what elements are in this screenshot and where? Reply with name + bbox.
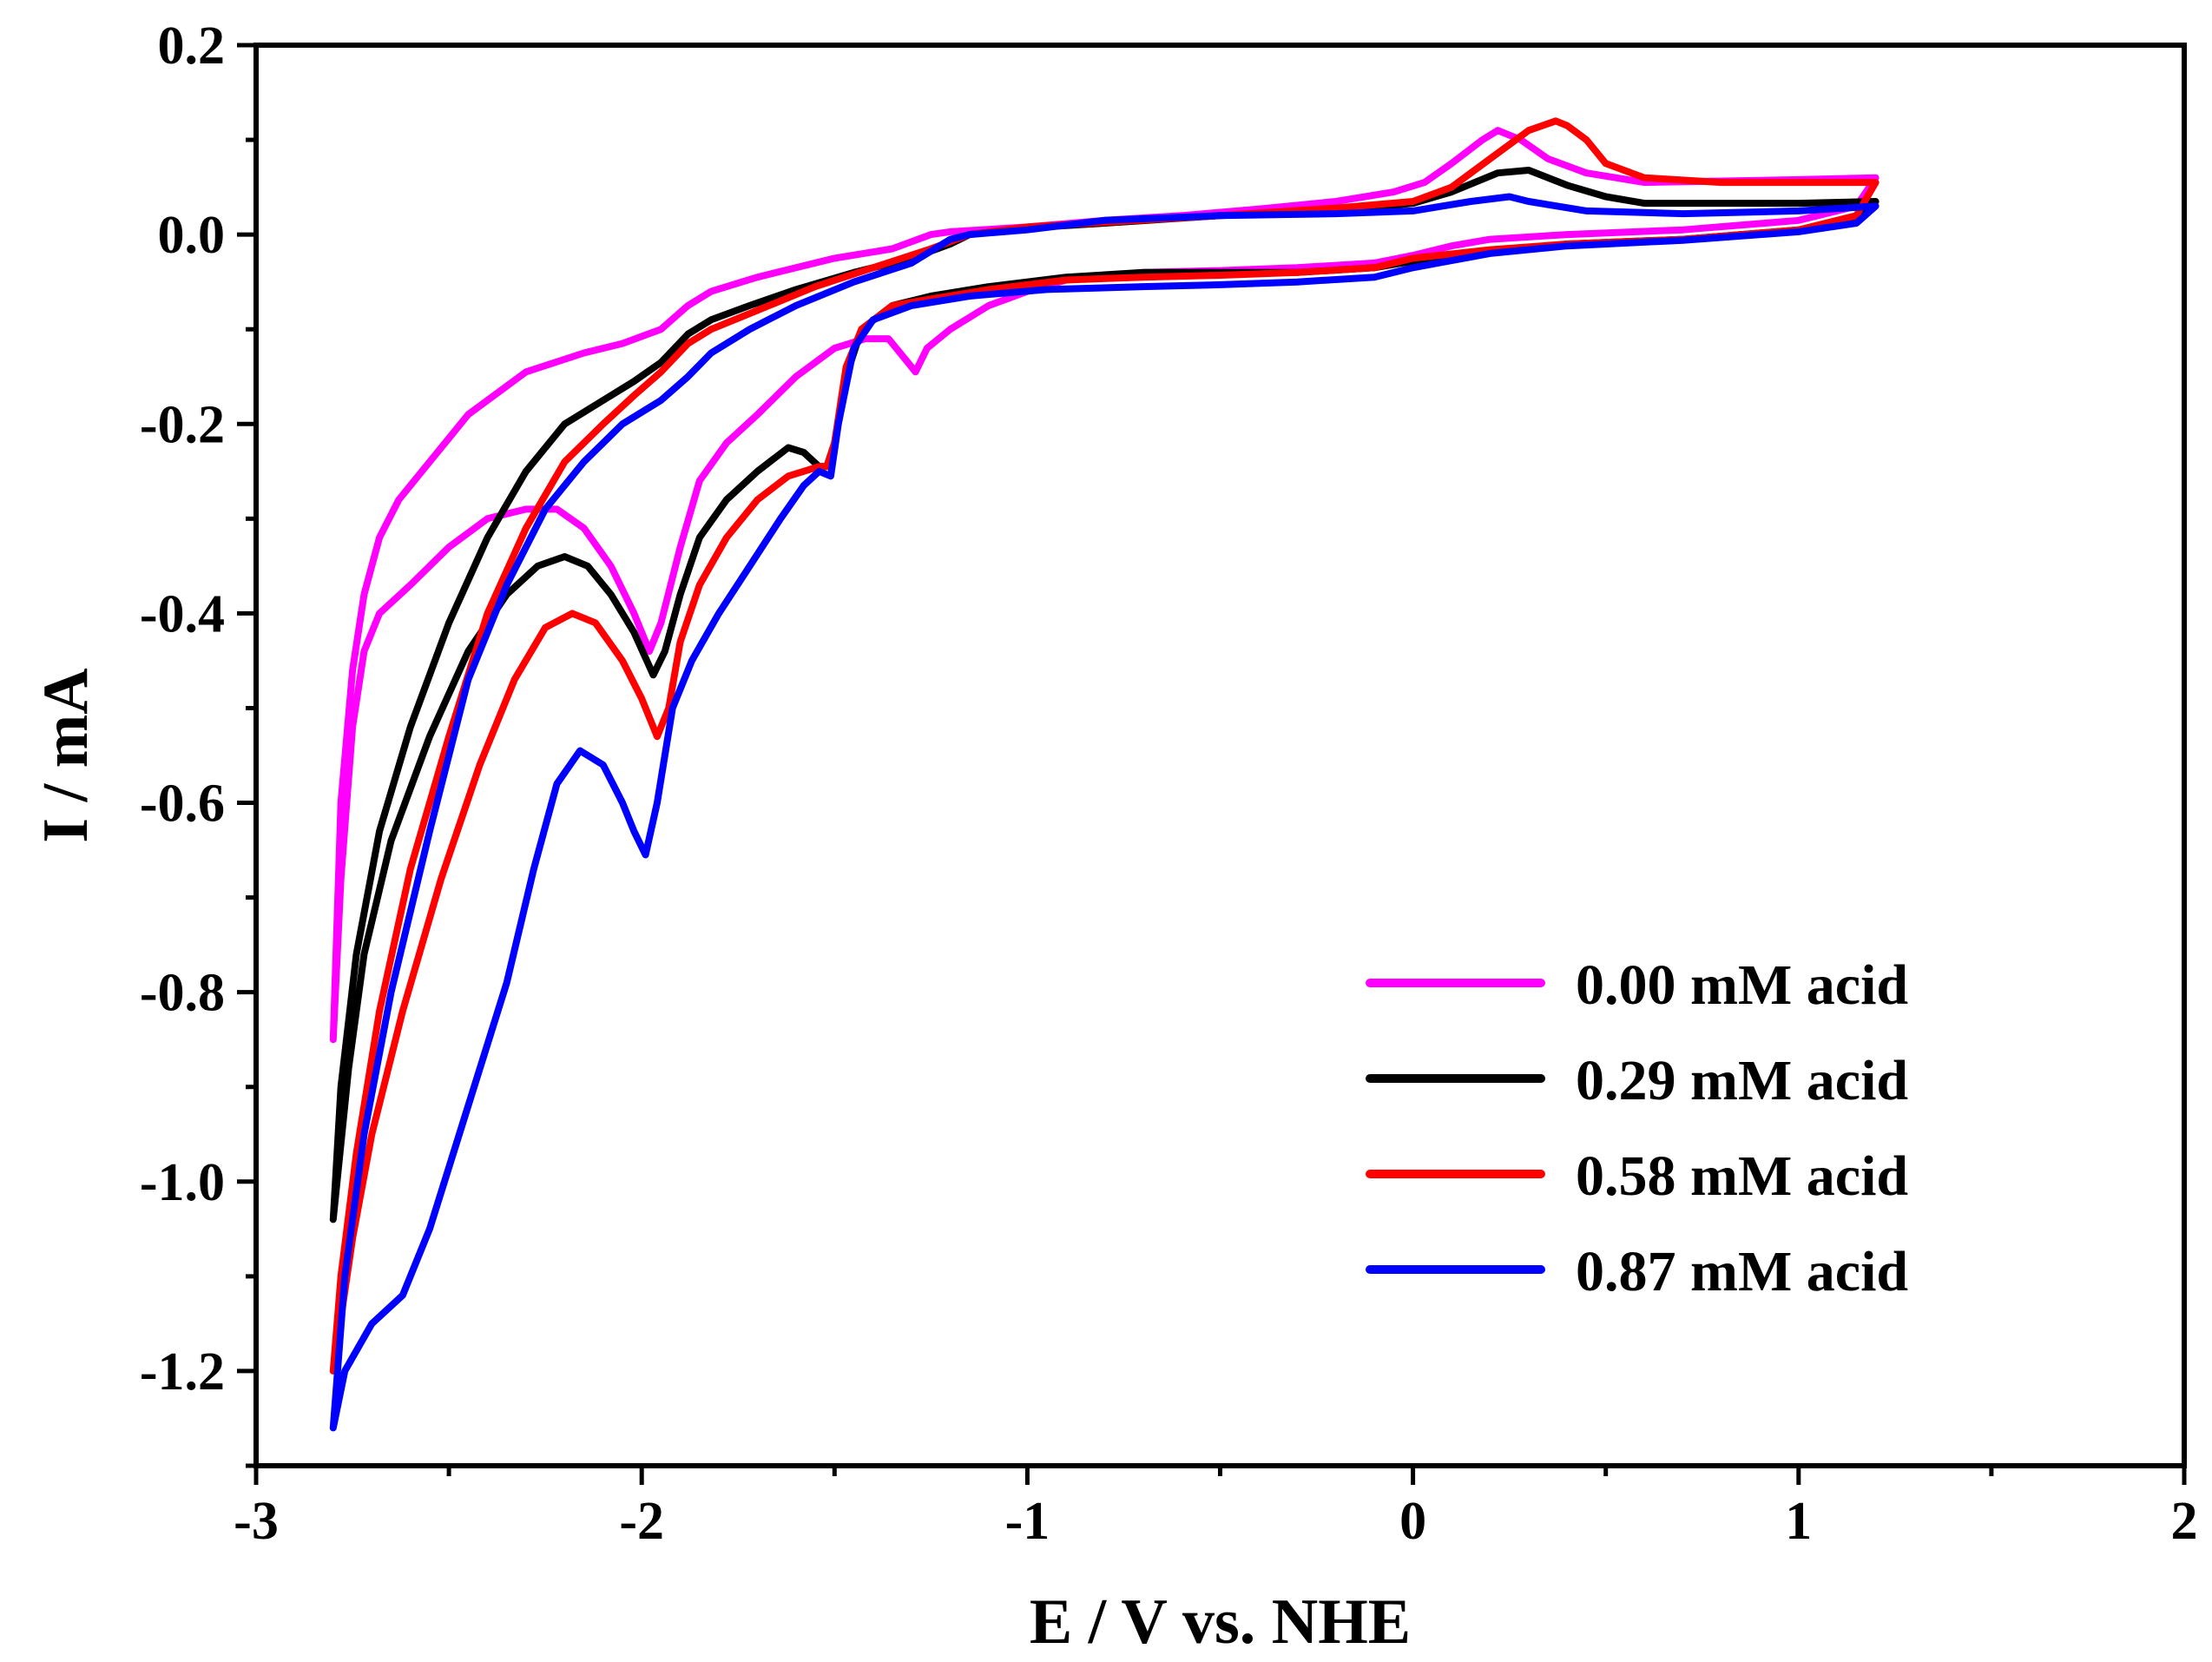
- tick-labels-layer: -3 -2 -1 0 1 2 0.2 0.0 -0.2 -0.4 -0.6 -0.8 -1.0 -1.2: [140, 16, 2198, 1551]
- y-tick-label: -1.2: [140, 1342, 225, 1401]
- y-tick-label: -0.4: [140, 584, 225, 643]
- y-tick-label: 0.0: [158, 206, 226, 265]
- y-tick-label: 0.2: [158, 16, 226, 76]
- x-tick-label: 1: [1785, 1492, 1812, 1551]
- legend-label-2: 0.58 mM acid: [1576, 1144, 1908, 1208]
- y-tick-label: -0.6: [140, 775, 225, 834]
- y-tick-label: -1.0: [140, 1153, 225, 1212]
- x-tick-label: -3: [234, 1492, 279, 1551]
- x-tick-label: -1: [1005, 1492, 1050, 1551]
- legend-label-3: 0.87 mM acid: [1576, 1240, 1908, 1303]
- legend: 0.00 mM acid 0.29 mM acid 0.58 mM acid 0.87…: [1366, 953, 1908, 1303]
- legend-label-1: 0.29 mM acid: [1576, 1049, 1908, 1112]
- ticks-layer: [237, 43, 2187, 1485]
- x-axis-title: E / V vs. NHE: [1030, 1586, 1411, 1658]
- x-tick-label: 2: [2171, 1492, 2198, 1551]
- series-layer: [329, 117, 1880, 1432]
- x-tick-label: -2: [619, 1492, 664, 1551]
- series-line-3: [329, 193, 1880, 1432]
- y-tick-label: -0.8: [140, 964, 225, 1023]
- series-line-0: [329, 127, 1880, 1044]
- y-axis-title: I / mA: [30, 668, 102, 842]
- legend-label-0: 0.00 mM acid: [1576, 953, 1908, 1017]
- x-tick-label: 0: [1399, 1492, 1426, 1551]
- y-tick-label: -0.2: [140, 395, 225, 454]
